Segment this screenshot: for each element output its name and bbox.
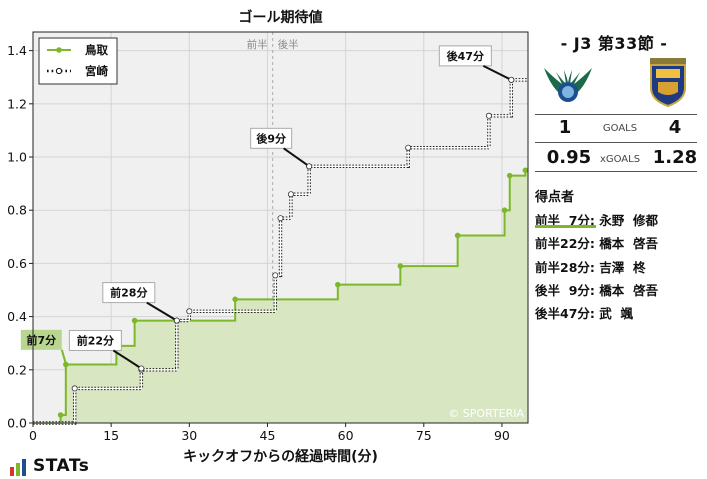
goal-label-box — [68, 329, 122, 351]
y-tick-label: 0.2 — [7, 362, 27, 377]
home-xg: 0.95 — [546, 147, 592, 168]
goal-label-pointer — [482, 64, 512, 81]
watermark: © SPORTERIA — [448, 407, 524, 420]
half-label-first: 前半 — [247, 38, 268, 51]
legend-box — [38, 37, 118, 85]
away-shot-point — [485, 112, 492, 119]
home-scorer-underline — [535, 225, 596, 228]
x-tick-label: 15 — [103, 428, 119, 443]
xgoals-label: xGOALS — [599, 154, 641, 165]
home-shot-point — [522, 167, 529, 174]
away-goals: 4 — [668, 117, 682, 138]
goal-point — [306, 163, 313, 170]
brand-name: STATs — [33, 456, 90, 476]
scorer-item: 前半22分: 橋本 啓吾 — [535, 236, 658, 251]
scorer-item: 後半47分: 武 颯 — [535, 306, 633, 321]
home-shot-point — [454, 232, 461, 239]
goal-point — [173, 317, 180, 324]
y-tick-label: 0.6 — [7, 256, 27, 271]
x-tick-label: 30 — [181, 428, 197, 443]
home-shot-point — [57, 412, 64, 418]
goals-label: GOALS — [602, 123, 638, 134]
away-xg: 1.28 — [652, 147, 698, 168]
goal-label-pointer — [146, 301, 178, 322]
goal-label-box — [438, 45, 492, 67]
y-tick-label: 0.8 — [7, 203, 27, 218]
goal-label: 後9分 — [256, 131, 286, 145]
goal-label: 後47分 — [447, 49, 484, 63]
chart-title: ゴール期待値 — [239, 9, 323, 26]
scorer-item: 前半28分: 吉澤 柊 — [535, 260, 646, 275]
goal-label: 前28分 — [110, 286, 147, 300]
goal-label-pointer — [112, 349, 142, 370]
home-shot-point — [335, 281, 341, 288]
away-shot-point — [71, 385, 78, 392]
goal-label: 前7分 — [26, 333, 56, 347]
home-goals: 1 — [558, 117, 572, 138]
xgoals-row: 0.95 xGOALS 1.28 — [535, 147, 697, 173]
home-xg-line — [33, 169, 528, 424]
legend-home-label: 鳥取 — [85, 43, 108, 57]
scorer-item: 前半 7分: 永野 修都 — [535, 213, 658, 228]
away-shot-point — [272, 272, 279, 279]
legend-away-marker — [55, 67, 63, 75]
away-xg-line-inner — [33, 79, 528, 424]
y-tick-label: 0.0 — [7, 416, 27, 431]
stats-logo-icon — [10, 459, 26, 476]
home-club-crest-icon — [544, 68, 592, 102]
match-title: - J3 第33節 - — [560, 34, 668, 53]
legend-home-marker — [56, 47, 62, 53]
home-xg-area — [33, 170, 528, 423]
goal-label-pointer — [60, 349, 67, 363]
goal-label-box — [250, 127, 293, 149]
away-shot-point — [287, 191, 294, 198]
y-tick-label: 1.2 — [7, 96, 27, 111]
home-shot-point — [131, 317, 138, 324]
goals-row: 1 GOALS 4 — [535, 117, 697, 143]
y-tick-label: 1.0 — [7, 150, 27, 165]
goal-label-box — [102, 282, 156, 304]
legend-away-label: 宮崎 — [85, 64, 108, 78]
score-divider-bottom — [535, 171, 697, 172]
half-label-second: 後半 — [278, 38, 299, 51]
home-shot-point — [63, 361, 69, 368]
goal-label: 前22分 — [77, 333, 114, 347]
x-tick-label: 90 — [494, 428, 510, 443]
scorers-title: 得点者 — [535, 190, 575, 205]
away-shot-point — [277, 215, 284, 222]
x-tick-label: 75 — [416, 428, 432, 443]
y-tick-label: 0.4 — [7, 309, 27, 324]
goal-label-box — [20, 329, 62, 350]
home-shot-point — [397, 263, 404, 269]
score-divider-top — [535, 114, 697, 115]
away-shot-point — [405, 144, 412, 151]
x-axis-label: キックオフからの経過時間(分) — [183, 448, 378, 465]
home-shot-point — [232, 296, 238, 303]
goal-point — [508, 76, 515, 83]
goal-label-pointer — [283, 147, 310, 168]
score-divider-mid — [535, 142, 697, 143]
away-club-crest-icon — [650, 58, 686, 108]
scorer-item: 後半 9分: 橋本 啓吾 — [535, 283, 658, 298]
x-tick-label: 60 — [338, 428, 354, 443]
away-shot-point — [186, 308, 193, 315]
home-shot-point — [506, 172, 513, 179]
home-shot-point — [501, 207, 508, 214]
x-tick-label: 0 — [29, 428, 37, 443]
x-tick-label: 45 — [260, 428, 276, 443]
goal-point — [138, 365, 145, 372]
y-tick-label: 1.4 — [7, 43, 27, 58]
plot-frame — [32, 31, 529, 424]
